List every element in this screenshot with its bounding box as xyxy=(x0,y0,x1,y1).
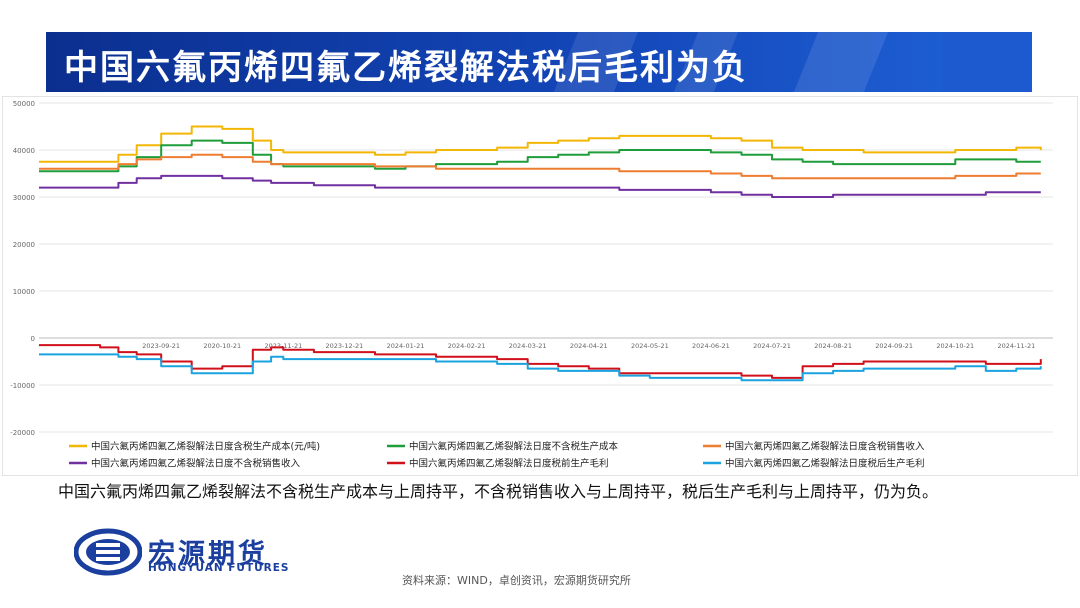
x-tick-label: 2024-10-21 xyxy=(936,342,974,350)
y-tick-label: 50000 xyxy=(13,100,35,108)
x-tick-label: 2024-11-21 xyxy=(997,342,1035,350)
series-line xyxy=(39,174,1041,198)
series-line xyxy=(39,344,1042,379)
x-tick-label: 2024-04-21 xyxy=(570,342,608,350)
legend-label: 中国六氟丙烯四氟乙烯裂解法日度不含税生产成本 xyxy=(409,441,619,453)
series-line xyxy=(39,153,1041,180)
x-tick-label: 2023-12-21 xyxy=(326,342,364,350)
line-chart: 50000 40000 30000 20000 10000 0 -10000 -20000 20… xyxy=(10,100,1053,470)
x-tick-label: 2024-01-21 xyxy=(387,342,425,350)
legend-label: 中国六氟丙烯四氟乙烯裂解法日度税前生产毛利 xyxy=(409,458,609,470)
y-tick-label: 40000 xyxy=(13,147,35,155)
y-tick-label: 20000 xyxy=(13,241,35,249)
legend-label: 中国六氟丙烯四氟乙烯裂解法日度含税销售收入 xyxy=(725,441,925,453)
title-corner-decoration xyxy=(942,32,1032,92)
x-tick-label: 2024-08-21 xyxy=(814,342,852,350)
x-tick-label: 2024-09-21 xyxy=(875,342,913,350)
x-tick-label: 2024-07-21 xyxy=(753,342,791,350)
chart-frame: 50000 40000 30000 20000 10000 0 -10000 -20000 20… xyxy=(2,96,1078,476)
x-tick-label: 2020-10-21 xyxy=(203,342,241,350)
x-tick-label: 2024-06-21 xyxy=(692,342,730,350)
y-tick-label: 10000 xyxy=(13,288,35,296)
hongyuan-logo-icon xyxy=(74,528,142,576)
y-tick-label: 30000 xyxy=(13,194,35,202)
logo-text-cn: 宏源期货 xyxy=(148,539,268,570)
series-line xyxy=(39,139,1041,173)
legend-label: 中国六氟丙烯四氟乙烯裂解法日度含税生产成本(元/吨) xyxy=(91,441,320,453)
company-logo: 宏源期货 HONGYUAN FUTURES xyxy=(74,528,324,576)
x-tick-label: 2023-11-21 xyxy=(264,342,302,350)
series-line xyxy=(39,125,1042,163)
legend-label: 中国六氟丙烯四氟乙烯裂解法日度不含税销售收入 xyxy=(91,458,301,470)
series-line xyxy=(39,353,1042,382)
x-tick-label: 2024-03-21 xyxy=(509,342,547,350)
source-note: 资料来源：WIND，卓创资讯，宏源期货研究所 xyxy=(402,574,631,587)
x-tick-label: 2024-05-21 xyxy=(631,342,669,350)
description-text: 中国六氟丙烯四氟乙烯裂解法不含税生产成本与上周持平，不含税销售收入与上周持平，税… xyxy=(58,482,939,501)
logo-text-en: HONGYUAN FUTURES xyxy=(148,562,290,574)
x-tick-label: 2023-09-21 xyxy=(142,342,180,350)
page-title: 中国六氟丙烯四氟乙烯裂解法税后毛利为负 xyxy=(64,48,748,88)
y-tick-label: -20000 xyxy=(10,429,35,437)
x-tick-label: 2024-02-21 xyxy=(448,342,486,350)
y-tick-label: -10000 xyxy=(10,382,35,390)
legend-label: 中国六氟丙烯四氟乙烯裂解法日度税后生产毛利 xyxy=(725,458,925,470)
title-bar: 中国六氟丙烯四氟乙烯裂解法税后毛利为负 xyxy=(46,32,1032,92)
y-tick-label: 0 xyxy=(31,335,35,343)
